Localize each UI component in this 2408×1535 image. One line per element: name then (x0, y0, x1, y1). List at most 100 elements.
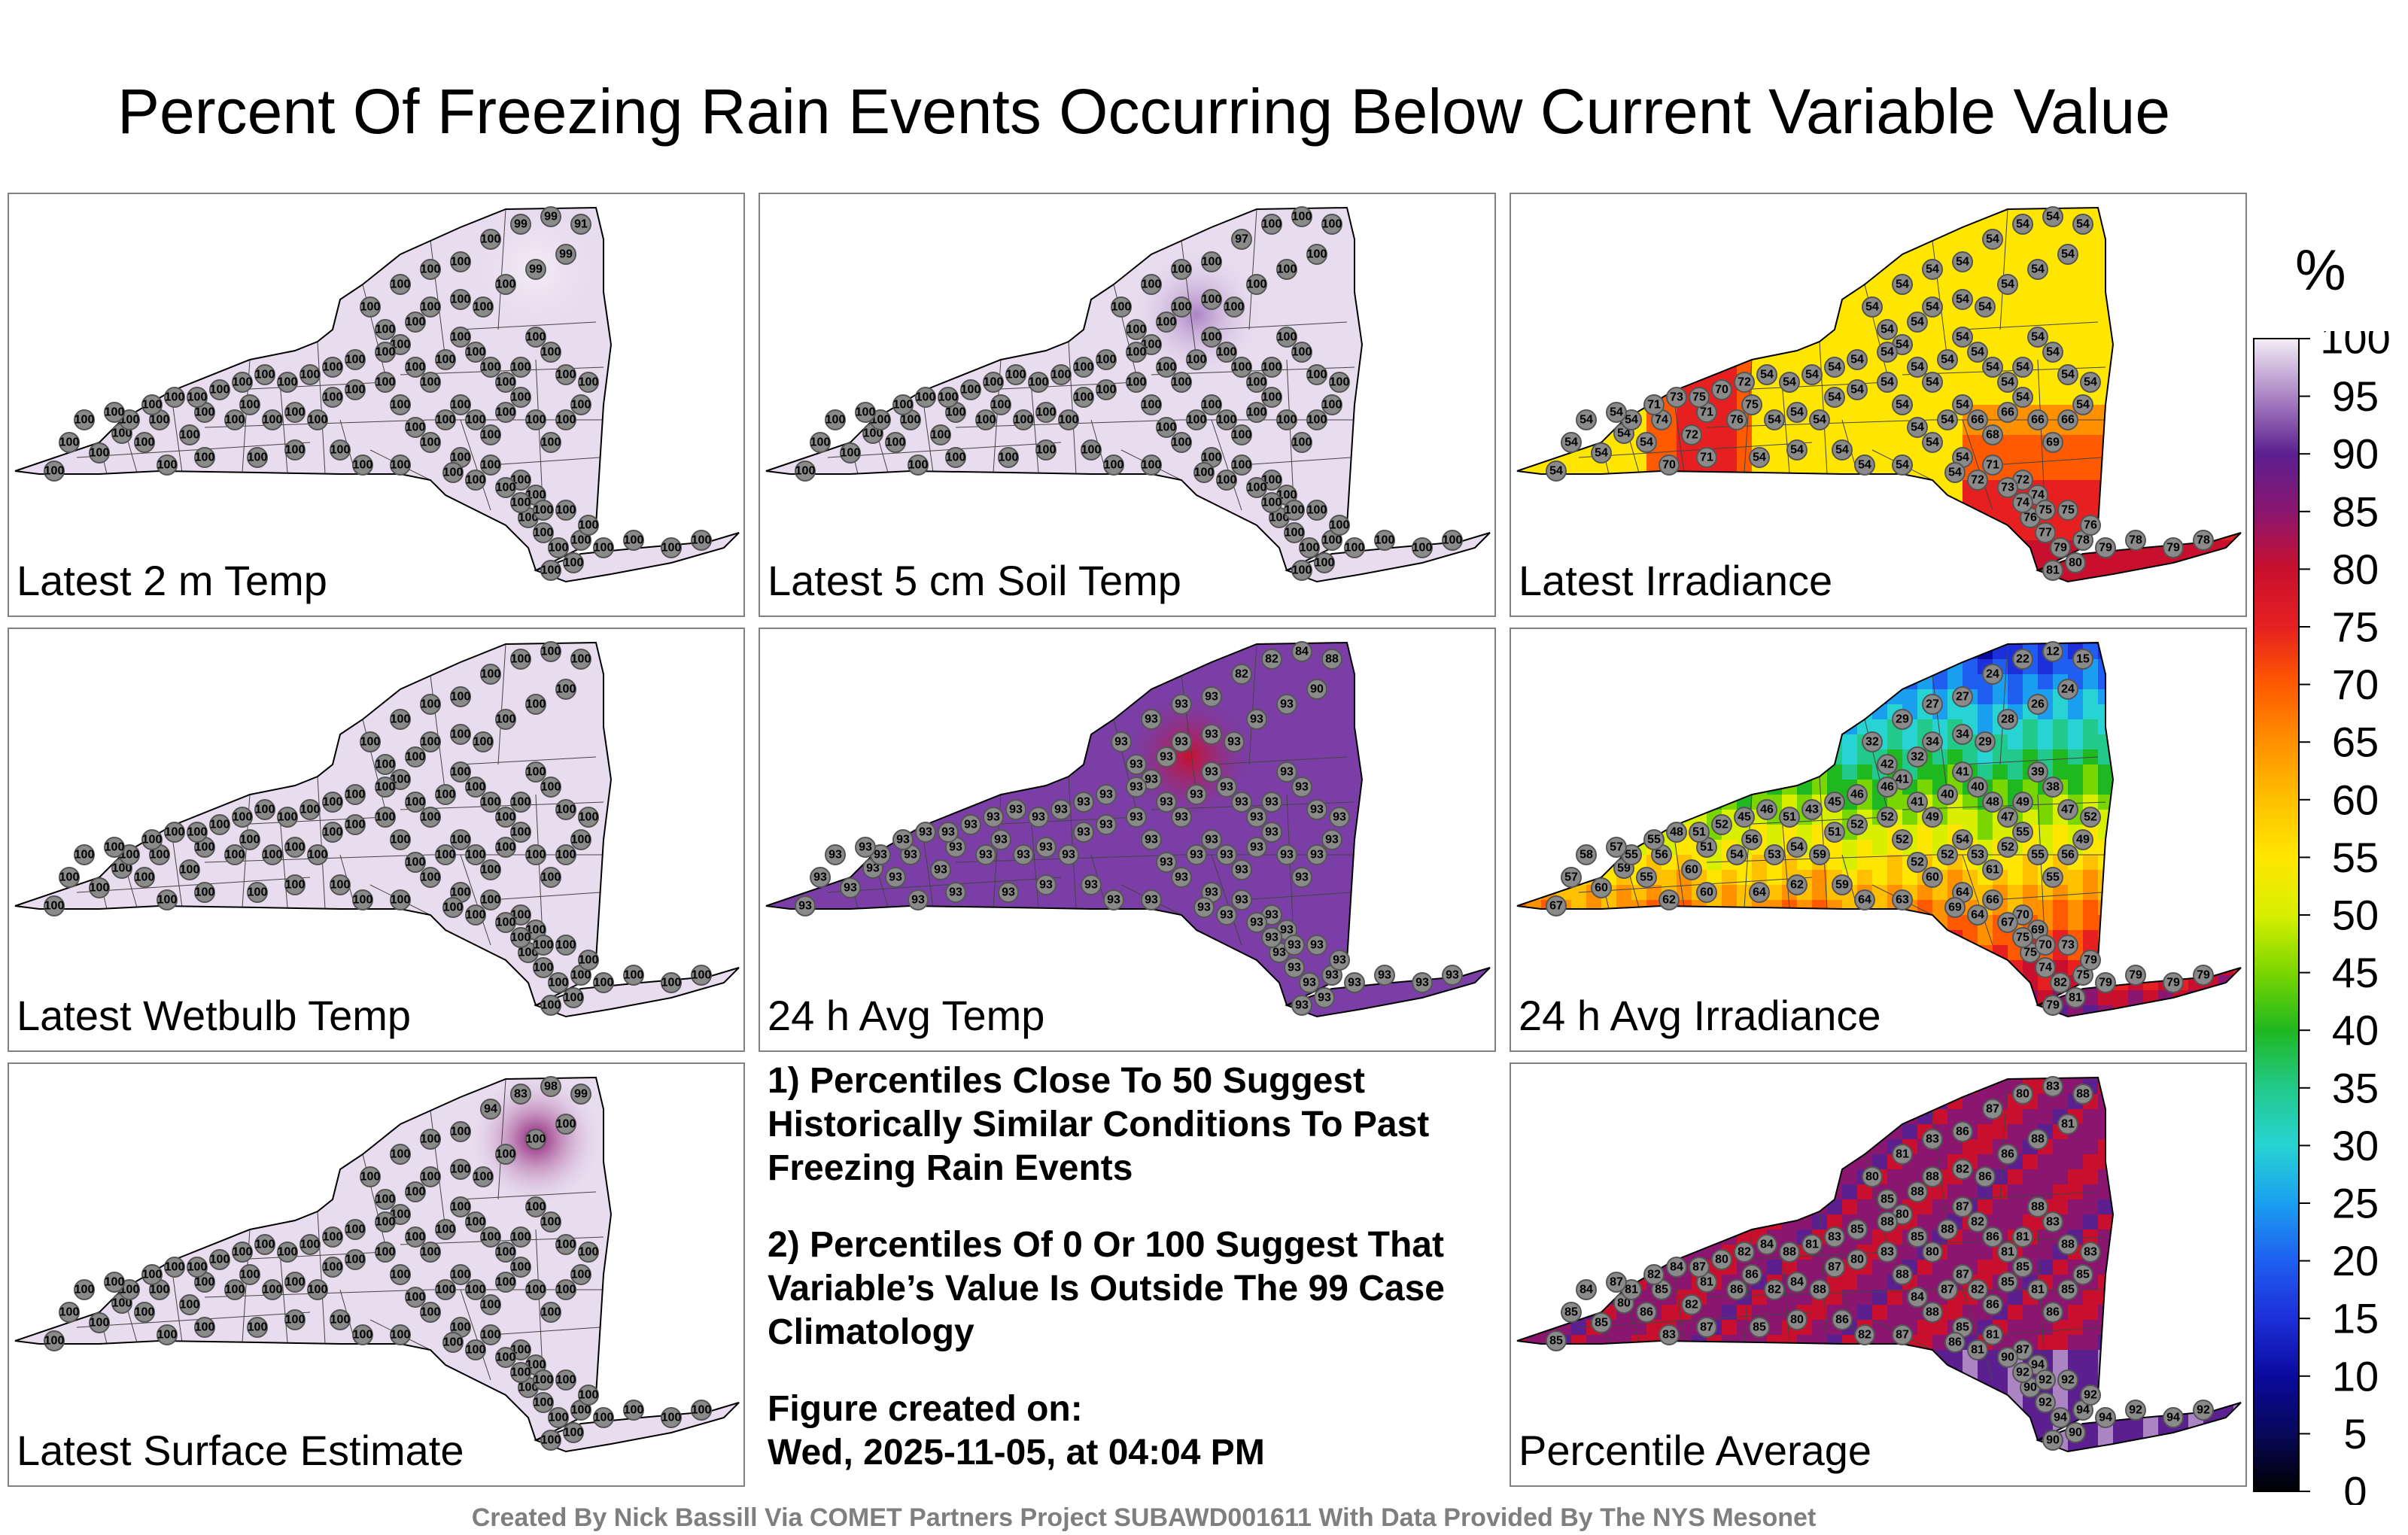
field-cell (1707, 764, 1722, 780)
field-cell (2128, 870, 2144, 886)
field-cell (2233, 780, 2241, 795)
field-cell (2098, 555, 2114, 571)
county-line (460, 854, 491, 946)
station-dot (450, 1264, 471, 1285)
field-cell (2203, 1199, 2219, 1215)
station-dot (1291, 641, 1312, 662)
field-cell (1842, 734, 1858, 750)
field-cell (1872, 840, 1888, 856)
field-cell (2188, 1078, 2204, 1080)
field-cell (1887, 1005, 1903, 1017)
field-cell (1571, 1079, 1587, 1095)
field-cell (1827, 330, 1843, 345)
field-cell (1692, 1139, 1707, 1155)
field-cell (1872, 1154, 1888, 1170)
station-dot (623, 1400, 644, 1421)
field-cell (1541, 764, 1557, 780)
station-dot (2027, 844, 2048, 865)
field-cell (1677, 1230, 1692, 1245)
field-cell (2203, 900, 2219, 916)
station-dot (2012, 357, 2033, 378)
field-cell (2158, 1139, 2174, 1155)
field-cell (1872, 659, 1888, 675)
field-cell (2203, 885, 2219, 901)
station-dot (1201, 289, 1222, 310)
county-line (490, 892, 600, 901)
station-value: 100 (1247, 376, 1267, 389)
field-cell (1646, 1079, 1662, 1095)
field-cell (1767, 870, 1783, 886)
station-value: 100 (451, 691, 471, 704)
field-cell (2218, 990, 2234, 1006)
field-cell (2158, 945, 2174, 961)
field-cell (1662, 659, 1677, 675)
station-value: 93 (1220, 849, 1233, 862)
field-cell (1842, 930, 1858, 946)
station-dot (420, 1166, 441, 1187)
field-cell (2173, 345, 2189, 360)
station-value: 45 (1738, 811, 1751, 824)
field-cell (2053, 960, 2069, 976)
field-cell (2203, 704, 2219, 720)
station-dot (375, 1242, 396, 1263)
field-cell (1662, 1169, 1677, 1185)
station-dot (945, 882, 966, 903)
station-value: 98 (544, 1081, 558, 1093)
field-cell (1571, 1109, 1587, 1125)
field-cell (2008, 299, 2023, 315)
field-cell (1872, 208, 1888, 210)
station-value: 54 (1941, 354, 1954, 366)
station-dot (1276, 259, 1297, 280)
field-cell (2038, 239, 2054, 255)
field-cell (1797, 659, 1813, 675)
field-cell (1752, 674, 1768, 690)
field-cell (1752, 764, 1768, 780)
station-dot (908, 889, 929, 910)
station-dot (1186, 784, 1207, 805)
field-cell (1707, 540, 1722, 556)
station-dot (330, 1309, 351, 1330)
station-value: 41 (1911, 796, 1924, 809)
field-cell (1646, 1139, 1662, 1155)
field-cell (1842, 915, 1858, 931)
field-cell (1586, 284, 1602, 300)
field-cell (1541, 435, 1557, 451)
field-cell (1812, 719, 1828, 735)
station-dot (1982, 454, 2003, 476)
field-cell (1692, 284, 1707, 300)
county-line (1211, 321, 1348, 330)
station-value: 100 (541, 436, 561, 449)
field-cell (1887, 570, 1903, 582)
field-cell (2173, 299, 2189, 315)
field-cell (1662, 1124, 1677, 1140)
field-cell (2143, 915, 2159, 931)
field-cell (2143, 299, 2159, 315)
field-cell (1872, 855, 1888, 871)
field-cell (1517, 239, 1527, 255)
field-cell (1872, 825, 1888, 840)
field-cell (1737, 1078, 1753, 1080)
field-cell (1677, 208, 1692, 210)
station-dot (540, 641, 561, 662)
field-cell (2188, 600, 2204, 616)
field-cell (1526, 1184, 1542, 1200)
field-cell (2083, 990, 2099, 1006)
station-dot (1299, 537, 1320, 558)
field-cell (1993, 570, 2008, 582)
field-cell (2173, 825, 2189, 840)
station-dot (330, 439, 351, 460)
station-dot (442, 1332, 464, 1353)
station-dot (1689, 822, 1710, 843)
field-cell (1947, 435, 1963, 451)
station-value: 93 (1272, 947, 1286, 959)
field-cell (1722, 1214, 1738, 1230)
station-dot (1216, 777, 1237, 798)
field-cell (1932, 1035, 1948, 1050)
station-value: 74 (2031, 489, 2045, 502)
field-cell (1601, 330, 1617, 345)
station-value: 100 (534, 527, 554, 540)
station-dot (2057, 500, 2078, 521)
station-value: 54 (1579, 414, 1593, 427)
field-cell (2113, 674, 2129, 690)
station-value: 74 (2016, 497, 2029, 509)
